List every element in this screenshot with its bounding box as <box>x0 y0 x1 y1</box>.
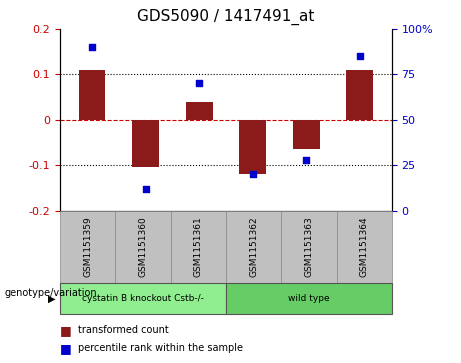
Title: GDS5090 / 1417491_at: GDS5090 / 1417491_at <box>137 9 314 25</box>
Text: cystatin B knockout Cstb-/-: cystatin B knockout Cstb-/- <box>82 294 204 303</box>
Text: genotype/variation: genotype/variation <box>5 288 97 298</box>
Text: ▶: ▶ <box>48 294 55 303</box>
Text: ■: ■ <box>60 342 71 355</box>
Text: GSM1151364: GSM1151364 <box>360 216 369 277</box>
Bar <box>132 120 159 167</box>
Point <box>195 81 203 86</box>
Text: ■: ■ <box>60 324 71 337</box>
Bar <box>79 70 106 120</box>
Bar <box>346 70 373 120</box>
Text: GSM1151361: GSM1151361 <box>194 216 203 277</box>
Point <box>356 53 363 59</box>
Bar <box>186 102 213 120</box>
Text: percentile rank within the sample: percentile rank within the sample <box>78 343 243 354</box>
Text: wild type: wild type <box>288 294 330 303</box>
Text: GSM1151362: GSM1151362 <box>249 216 258 277</box>
Point <box>142 186 149 192</box>
Text: transformed count: transformed count <box>78 325 169 335</box>
Bar <box>293 120 319 149</box>
Bar <box>239 120 266 174</box>
Point <box>89 44 96 50</box>
Text: GSM1151363: GSM1151363 <box>304 216 313 277</box>
Text: GSM1151359: GSM1151359 <box>83 216 92 277</box>
Point <box>249 171 256 177</box>
Point <box>302 157 310 163</box>
Text: GSM1151360: GSM1151360 <box>138 216 148 277</box>
